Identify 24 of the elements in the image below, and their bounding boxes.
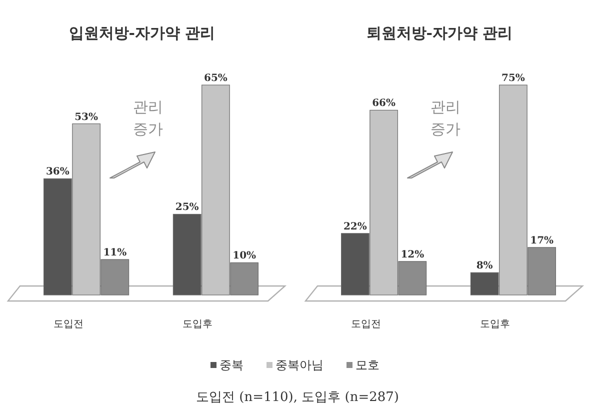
chart-title: 입원처방-자가약 관리: [68, 24, 216, 42]
legend-label: 중복: [220, 358, 244, 372]
data-label: 22%: [343, 221, 368, 232]
data-label: 65%: [204, 73, 228, 84]
data-label: 66%: [372, 98, 396, 110]
annotation: 관리 증가: [133, 98, 163, 138]
legend-label: 모호: [356, 358, 380, 372]
data-label: 17%: [530, 235, 554, 246]
x-tick-label: 도입후: [182, 319, 213, 330]
legend-label: 중복아님: [276, 358, 324, 372]
data-label: 36%: [46, 166, 70, 178]
data-label: 11%: [103, 247, 128, 258]
data-label: 12%: [400, 249, 425, 260]
annotation: 관리 증가: [430, 98, 460, 138]
data-label: 53%: [74, 112, 98, 123]
chart-title: 퇴원처방-자가약 관리: [366, 24, 513, 42]
data-label: 8%: [476, 260, 494, 272]
data-label: 75%: [501, 73, 526, 84]
data-label: 10%: [232, 250, 257, 262]
text: 도입전 (n=110), 도입후 (n=287): [196, 390, 399, 405]
x-tick-label: 도입후: [480, 319, 510, 330]
data-label: 25%: [175, 202, 200, 214]
x-tick-label: 도입전: [350, 319, 381, 330]
x-tick-label: 도입전: [53, 319, 84, 330]
